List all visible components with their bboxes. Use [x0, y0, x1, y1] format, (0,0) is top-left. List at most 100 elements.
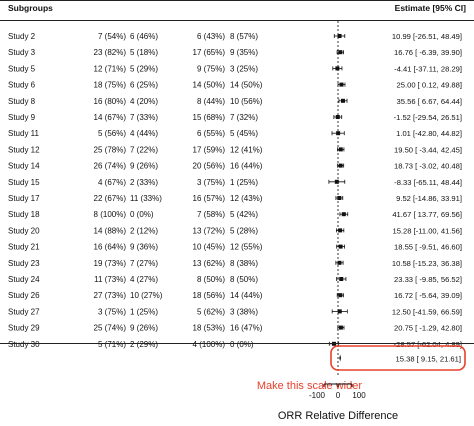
study-label: Study 30: [8, 340, 40, 349]
arm2-responders: 16 (57%): [193, 194, 226, 203]
study-label: Study 11: [8, 129, 40, 138]
table-row: Study 18 8 (100%) 0 (0%) 7 (58%) 5 (42%) 41.6…: [8, 210, 462, 219]
estimate-ci-text: 15.28 [-11.00, 41.56]: [392, 226, 462, 235]
arm2-responders: 6 (55%): [197, 129, 225, 138]
arm1-responders: 25 (78%): [94, 145, 127, 154]
arm1-responders: 8 (100%): [94, 210, 127, 219]
estimate-ci-text: -4.41 [-37.11, 28.29]: [394, 64, 462, 73]
arm1-responders: 23 (82%): [94, 48, 127, 57]
arm1-nonresponders: 6 (46%): [130, 32, 158, 41]
x-tick-label: -100: [309, 391, 326, 400]
x-axis: -100 0 100: [309, 383, 366, 400]
table-row: Study 11 5 (56%) 4 (44%) 6 (55%) 5 (45%) 1.01…: [8, 129, 462, 138]
arm1-nonresponders: 7 (33%): [130, 113, 158, 122]
x-tick-label: 0: [336, 391, 341, 400]
summary-callout-box: [330, 345, 466, 371]
arm1-nonresponders: 5 (29%): [130, 64, 158, 73]
study-label: Study 14: [8, 162, 40, 171]
arm1-responders: 27 (73%): [94, 291, 127, 300]
arm2-nonresponders: 7 (32%): [230, 113, 258, 122]
scale-annotation: Make this scale wider: [257, 380, 362, 392]
arm2-nonresponders: 16 (44%): [230, 162, 263, 171]
arm2-responders: 13 (62%): [193, 259, 226, 268]
arm1-responders: 25 (74%): [94, 324, 127, 333]
estimate-ci-text: 1.01 [-42.80, 44.82]: [396, 129, 462, 138]
arm1-responders: 3 (75%): [98, 307, 126, 316]
study-label: Study 5: [8, 64, 36, 73]
point-estimate: [338, 147, 343, 152]
arm1-responders: 16 (64%): [94, 243, 127, 252]
arm1-nonresponders: 9 (26%): [130, 162, 158, 171]
arm2-responders: 9 (75%): [197, 64, 225, 73]
study-label: Study 3: [8, 48, 36, 57]
estimate-ci-text: 25.00 [ 0.12, 49.88]: [397, 81, 462, 90]
estimate-ci-text: 18.55 [ -9.51, 46.60]: [394, 243, 462, 252]
point-estimate: [339, 82, 344, 87]
arm1-nonresponders: 6 (25%): [130, 81, 158, 90]
arm2-responders: 4 (100%): [193, 340, 226, 349]
arm2-responders: 5 (62%): [197, 307, 225, 316]
study-label: Study 24: [8, 275, 40, 284]
study-label: Study 15: [8, 178, 40, 187]
estimate-ci-text: -28.57 [-62.04, 4.89]: [394, 340, 462, 349]
point-estimate: [339, 277, 344, 281]
study-label: Study 26: [8, 291, 40, 300]
arm2-nonresponders: 1 (25%): [230, 178, 258, 187]
estimate-ci-text: 12.50 [-41.59, 66.59]: [392, 307, 462, 316]
arm1-responders: 18 (75%): [94, 81, 127, 90]
arm2-nonresponders: 14 (50%): [230, 81, 263, 90]
point-estimate: [338, 163, 343, 168]
table-row: Study 3 23 (82%) 5 (18%) 17 (65%) 9 (35%) 16.…: [8, 48, 462, 57]
estimate-ci-text: 9.52 [-14.86, 33.91]: [396, 194, 462, 203]
estimate-ci-text: 20.75 [ -1.29, 42.80]: [394, 324, 462, 333]
point-estimate: [334, 179, 339, 184]
table-row: Study 2 7 (54%) 6 (46%) 6 (43%) 8 (57%) 10.99…: [8, 32, 462, 41]
x-tick-label: 100: [352, 391, 366, 400]
summary-estimate-text: 15.38 [ 9.15, 21.61]: [396, 355, 461, 364]
point-estimate: [336, 131, 341, 136]
arm2-nonresponders: 8 (57%): [230, 32, 258, 41]
point-estimate: [341, 212, 346, 217]
arm1-responders: 11 (73%): [94, 275, 126, 284]
study-label: Study 8: [8, 97, 36, 106]
study-label: Study 6: [8, 81, 36, 90]
point-estimate: [340, 98, 345, 103]
arm1-nonresponders: 4 (44%): [130, 129, 158, 138]
arm2-responders: 15 (68%): [193, 113, 226, 122]
point-estimate: [338, 325, 343, 330]
arm2-nonresponders: 10 (56%): [230, 97, 263, 106]
estimate-ci-text: 10.58 [-15.23, 36.38]: [392, 259, 462, 268]
arm1-responders: 5 (71%): [98, 340, 126, 349]
arm2-nonresponders: 3 (25%): [230, 64, 258, 73]
table-row: Study 26 27 (73%) 10 (27%) 18 (56%) 14 (44%)…: [8, 291, 462, 300]
table-row: Study 24 11 (73%) 4 (27%) 8 (50%) 8 (50%) 23.…: [8, 275, 462, 284]
arm1-responders: 14 (88%): [94, 226, 127, 235]
arm2-responders: 7 (58%): [197, 210, 225, 219]
point-estimate: [338, 50, 343, 55]
estimate-ci-text: 41.67 [ 13.77, 69.56]: [392, 210, 462, 219]
summary-diamond: [339, 354, 342, 362]
arm2-nonresponders: 8 (38%): [230, 259, 258, 268]
arm2-nonresponders: 12 (41%): [230, 145, 263, 154]
arm1-nonresponders: 9 (36%): [130, 243, 158, 252]
point-estimate: [338, 244, 343, 249]
arm2-nonresponders: 8 (50%): [230, 275, 258, 284]
study-label: Study 18: [8, 210, 40, 219]
arm2-responders: 8 (50%): [197, 275, 225, 284]
point-estimate: [335, 115, 340, 119]
estimate-header: Estimate [95% CI]: [395, 3, 466, 13]
study-label: Study 20: [8, 226, 40, 235]
table-row: Study 21 16 (64%) 9 (36%) 10 (45%) 12 (55%) 1…: [8, 243, 462, 252]
arm1-responders: 5 (56%): [98, 129, 126, 138]
subgroups-header: Subgroups: [8, 3, 53, 13]
table-row: Study 5 12 (71%) 5 (29%) 9 (75%) 3 (25%) -4.4…: [8, 64, 462, 73]
arm1-nonresponders: 2 (29%): [130, 340, 158, 349]
study-label: Study 2: [8, 32, 36, 41]
estimate-ci-text: 19.50 [ -3.44, 42.45]: [394, 145, 462, 154]
arm1-nonresponders: 4 (20%): [130, 97, 158, 106]
arm2-responders: 6 (43%): [197, 32, 225, 41]
table-row: Study 6 18 (75%) 6 (25%) 14 (50%) 14 (50%) 25…: [8, 81, 462, 90]
table-row: Study 20 14 (88%) 2 (12%) 13 (72%) 5 (28%) 15…: [8, 226, 462, 235]
arm2-nonresponders: 5 (45%): [230, 129, 258, 138]
